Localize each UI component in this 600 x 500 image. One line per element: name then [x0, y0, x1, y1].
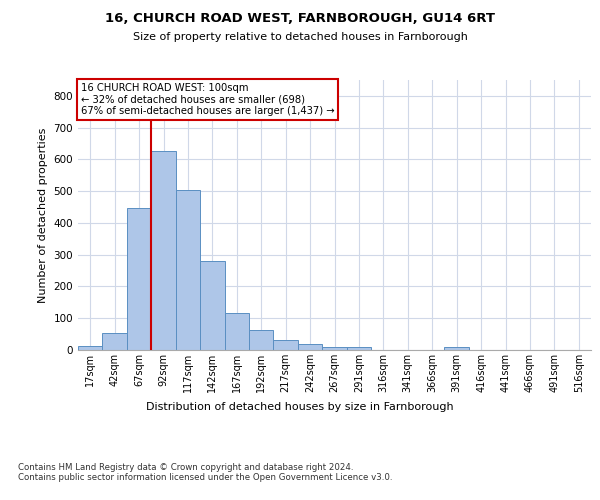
Bar: [249, 330, 274, 350]
Bar: [127, 208, 151, 350]
Text: Distribution of detached houses by size in Farnborough: Distribution of detached houses by size …: [146, 402, 454, 412]
Bar: [176, 190, 200, 350]
Bar: [200, 261, 224, 350]
Y-axis label: Number of detached properties: Number of detached properties: [38, 128, 48, 302]
Bar: [347, 348, 371, 350]
Text: Contains HM Land Registry data © Crown copyright and database right 2024.
Contai: Contains HM Land Registry data © Crown c…: [18, 462, 392, 482]
Bar: [151, 150, 176, 350]
Bar: [103, 334, 127, 350]
Bar: [445, 348, 469, 350]
Bar: [322, 347, 347, 350]
Bar: [274, 340, 298, 350]
Text: 16 CHURCH ROAD WEST: 100sqm
← 32% of detached houses are smaller (698)
67% of se: 16 CHURCH ROAD WEST: 100sqm ← 32% of det…: [80, 82, 334, 116]
Text: 16, CHURCH ROAD WEST, FARNBOROUGH, GU14 6RT: 16, CHURCH ROAD WEST, FARNBOROUGH, GU14 …: [105, 12, 495, 26]
Bar: [298, 344, 322, 350]
Bar: [224, 312, 249, 350]
Bar: [78, 346, 103, 350]
Text: Size of property relative to detached houses in Farnborough: Size of property relative to detached ho…: [133, 32, 467, 42]
